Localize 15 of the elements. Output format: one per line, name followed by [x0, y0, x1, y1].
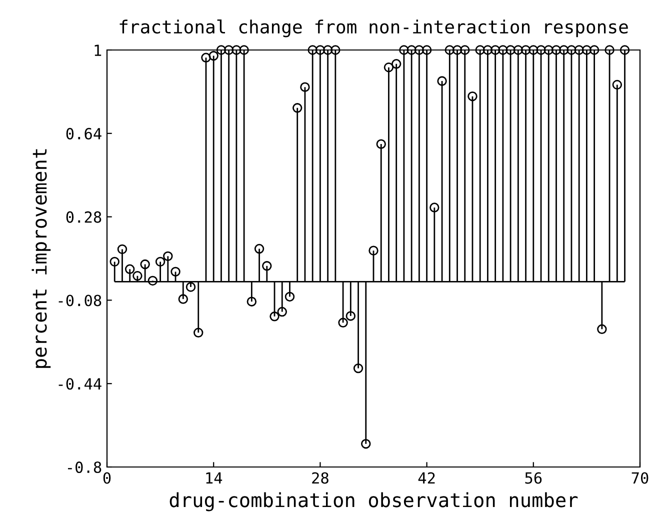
y-tick-label: 0.64: [66, 128, 102, 140]
y-tick-label: 1: [94, 44, 102, 56]
x-tick-label: 14: [206, 472, 222, 484]
x-tick-label: 56: [525, 472, 542, 484]
chart-title: fractional change from non-interaction response: [120, 20, 628, 38]
y-tick-label: 0.28: [66, 211, 102, 223]
x-tick-label: 70: [632, 472, 648, 484]
x-tick-label: 28: [312, 472, 328, 484]
y-tick-label: -0.08: [58, 294, 102, 306]
x-axis-title: drug-combination observation number: [170, 492, 578, 512]
x-tick-label: 42: [418, 472, 435, 484]
y-axis-title: percent improvement: [32, 149, 51, 368]
y-tick-label: -0.44: [58, 378, 102, 390]
y-tick-label: -0.8: [68, 462, 102, 474]
x-tick-label: 0: [103, 472, 111, 484]
